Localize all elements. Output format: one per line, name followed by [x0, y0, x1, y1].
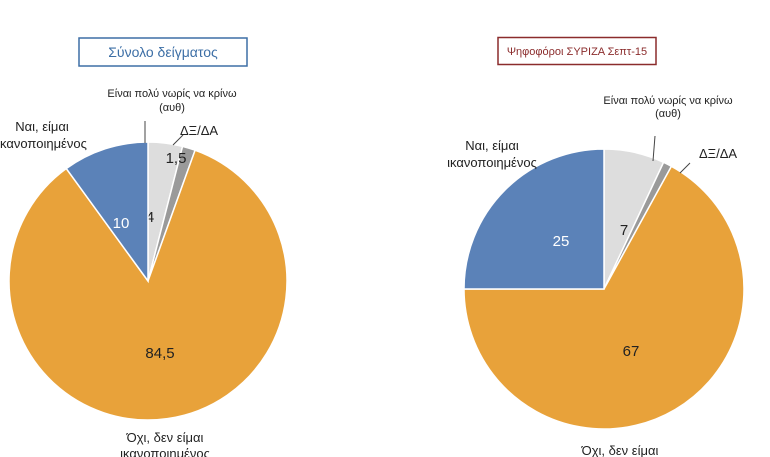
chart-2-value-4: 25 [553, 233, 570, 250]
chart-2-value-3: 67 [623, 343, 640, 360]
chart-1-value-1: 4 [146, 209, 154, 226]
chart-2-label-2-line-1: ΔΞ/ΔΑ [699, 146, 737, 161]
chart-2-title-box [497, 36, 657, 66]
chart-2-label-3-line-1: Όχι, δεν είμαι [581, 443, 659, 457]
chart-1-label-2-line-1: ΔΞ/ΔΑ [180, 123, 218, 138]
chart-2-value-1: 7 [620, 222, 628, 239]
chart-2-label-1-line-2: (αυθ) [655, 108, 681, 120]
chart-2-label-4-line-1: Ναι, είμαι [465, 138, 519, 153]
chart-1-label-3-line-1: Όχι, δεν είμαι [126, 430, 204, 445]
chart-2-slice-3 [463, 165, 745, 430]
chart-2-leader-line-1 [652, 135, 656, 162]
chart-2-slice-4 [463, 148, 605, 290]
chart-1-title-box [78, 37, 248, 67]
chart-1-label-4-line-1: Ναι, είμαι [15, 119, 69, 134]
chart-2-label-1-line-1: Είναι πολύ νωρίς να κρίνω [603, 95, 733, 107]
chart-1-label-1-line-2: (αυθ) [159, 102, 185, 114]
chart-1-label-1-line-1: Είναι πολύ νωρίς να κρίνω [107, 88, 237, 100]
chart-1-slice-3 [8, 149, 288, 421]
chart-1-leader-line-2 [172, 134, 184, 146]
chart-1-value-3: 84,5 [145, 345, 174, 362]
chart-2-leader-line-2 [679, 162, 691, 174]
chart-1-slice-4 [65, 141, 149, 284]
chart-1-value-4: 10 [113, 215, 130, 232]
chart-2-label-4-line-2: ικανοποιημένος [447, 155, 537, 170]
chart-1-label-3-line-2: ικανοποιημένος [120, 446, 210, 457]
chart-2-title: Ψηφοφόροι ΣΥΡΙΖΑ Σεπτ-15 [507, 46, 647, 58]
chart-1-label-4-line-2: ικανοποιημένος [0, 136, 87, 151]
chart-1-value-2: 1,5 [166, 150, 187, 167]
chart-1-title: Σύνολο δείγματος [108, 44, 218, 60]
